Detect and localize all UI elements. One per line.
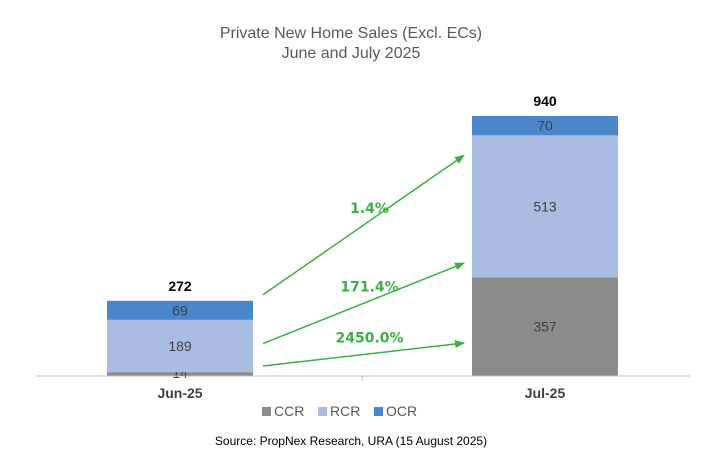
legend-label-rcr: RCR: [330, 403, 360, 419]
chart-subtitle: June and July 2025: [282, 45, 421, 62]
data-label-ccr-jul-25: 357: [533, 319, 557, 335]
data-label-ocr-jun-25: 69: [172, 302, 188, 318]
total-label-jun-25: 272: [168, 278, 192, 294]
growth-label-rcr: 171.4%: [340, 279, 398, 295]
legend-label-ocr: OCR: [386, 403, 417, 419]
chart-title: Private New Home Sales (Excl. ECs): [220, 25, 482, 42]
legend-label-ccr: CCR: [274, 403, 304, 419]
growth-arrows-layer: 1.4% 171.4% 2450.0%: [262, 154, 465, 367]
total-label-jul-25: 940: [533, 93, 557, 109]
bar-segment-ccr-jul-25: [472, 277, 618, 376]
source-note: Source: PropNex Research, URA (15 August…: [215, 434, 487, 448]
legend-swatch-rcr: [318, 407, 327, 416]
bar-segment-ocr-jun-25: [107, 300, 253, 320]
data-label-rcr-jun-25: 189: [168, 338, 192, 354]
growth-arrow-ocr: [262, 154, 465, 296]
legend: CCR RCR OCR: [262, 403, 417, 419]
bar-segment-rcr-jun-25: [107, 319, 253, 373]
growth-arrow-rcr: [262, 262, 465, 345]
growth-arrow-ccr: [262, 340, 465, 367]
x-tick-label-jul-25: Jul-25: [525, 385, 566, 401]
bar-segment-ocr-jul-25: [472, 116, 618, 136]
bar-segment-ccr-jun-25: [107, 372, 253, 376]
growth-label-ccr: 2450.0%: [335, 331, 403, 347]
growth-label-ocr: 1.4%: [350, 201, 389, 217]
bar-segment-rcr-jul-25: [472, 135, 618, 278]
data-label-rcr-jul-25: 513: [533, 198, 557, 214]
x-tick-label-jun-25: Jun-25: [157, 385, 202, 401]
x-axis-labels: Jun-25 Jul-25: [157, 376, 565, 401]
data-label-ocr-jul-25: 70: [537, 118, 553, 134]
legend-swatch-ccr: [262, 407, 271, 416]
legend-swatch-ocr: [374, 407, 383, 416]
